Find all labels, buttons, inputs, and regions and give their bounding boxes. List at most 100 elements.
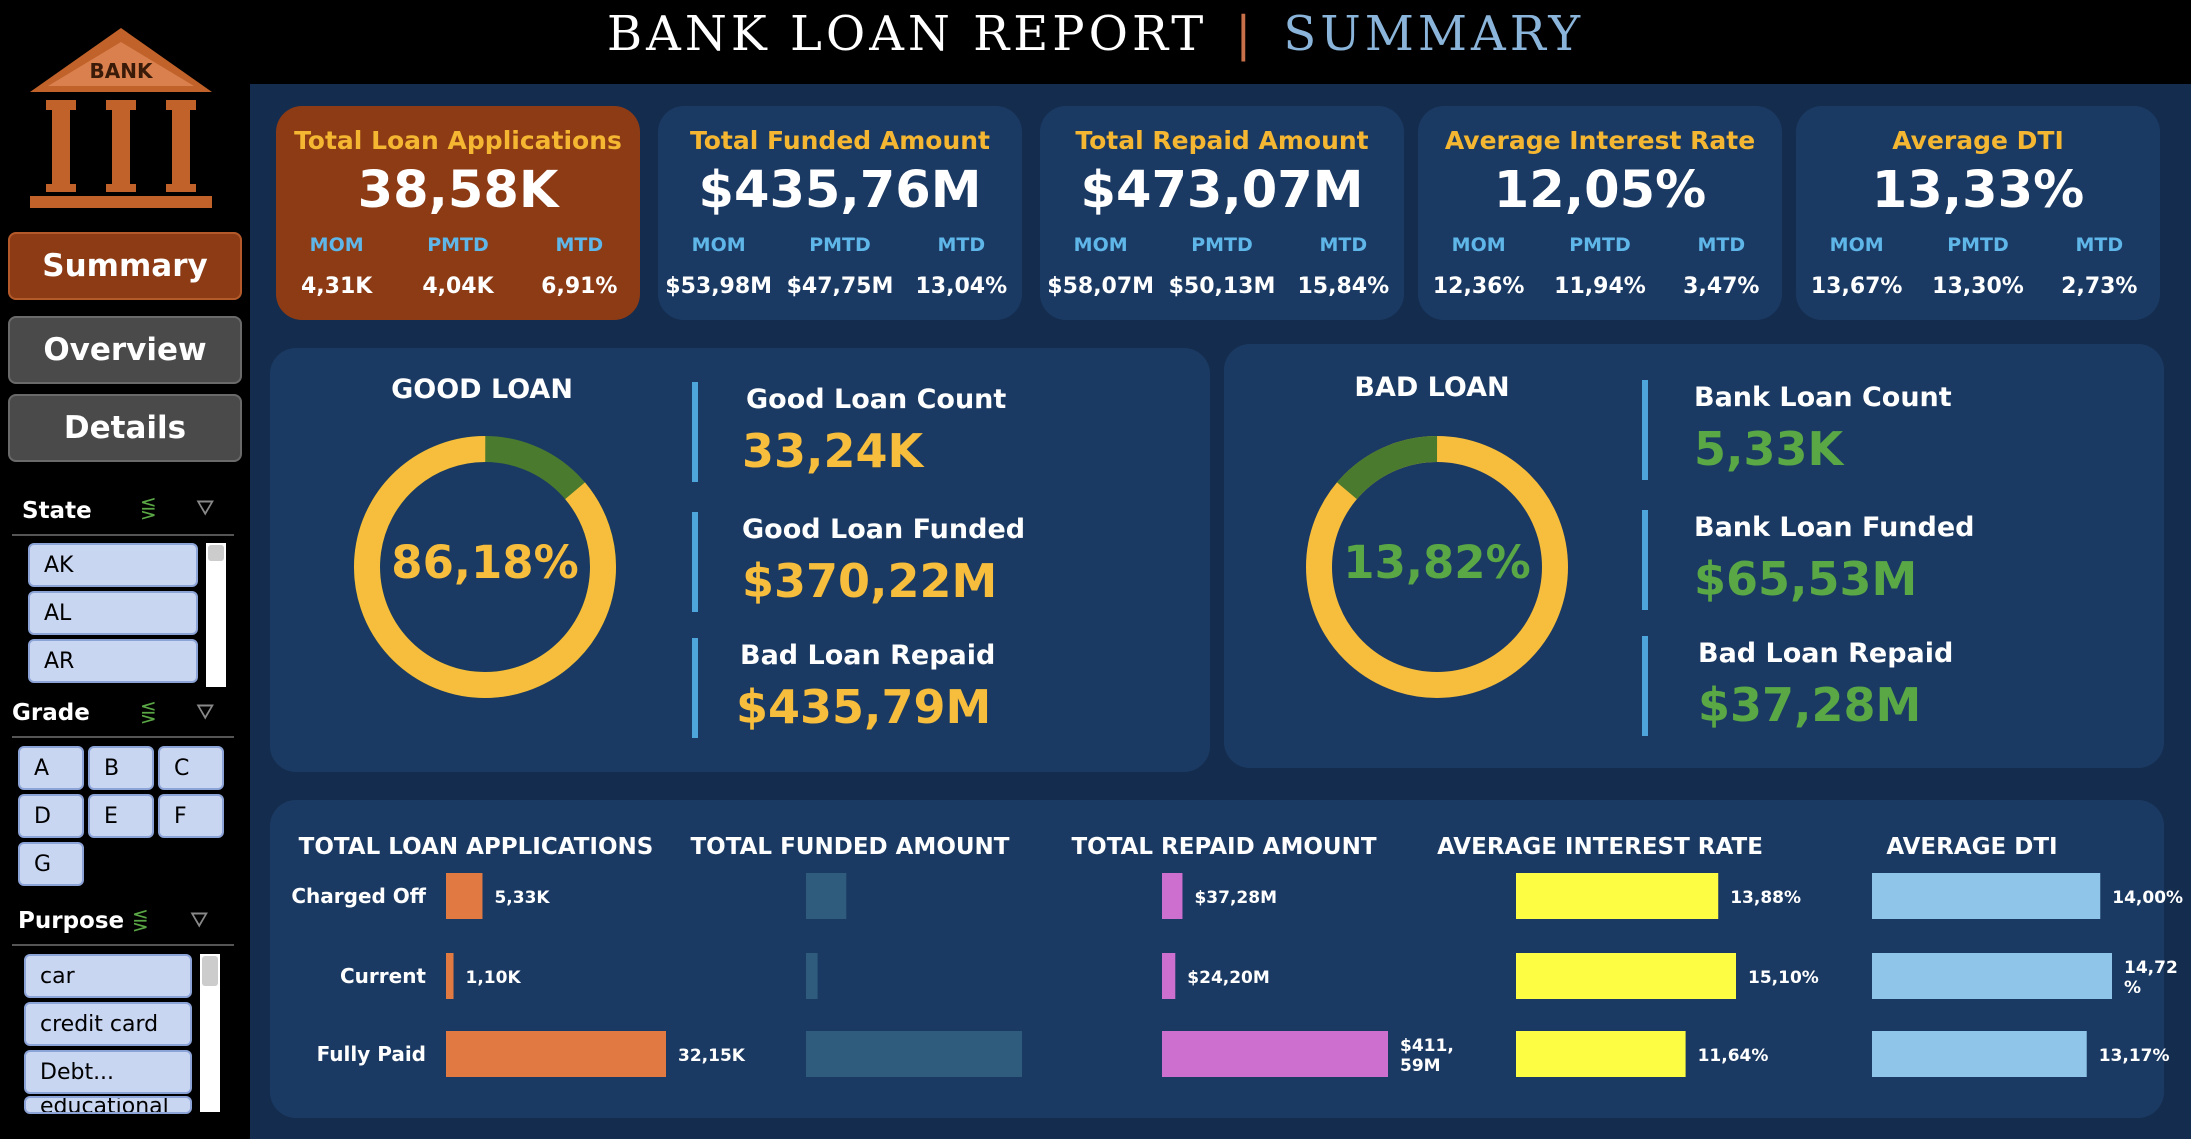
kpi-label-mom: MOM [691, 234, 746, 256]
kpi-value: 38,58K [357, 161, 559, 220]
kpi-value-mtd: 3,47% [1683, 274, 1760, 299]
purpose-filter-label: Purpose [18, 908, 125, 934]
metric-divider [1642, 510, 1648, 610]
purpose-item-car[interactable]: car [24, 954, 192, 998]
purpose-item-credit-card[interactable]: credit card [24, 1002, 192, 1046]
kpi-title: Total Loan Applications [294, 126, 622, 155]
kpi-title: Average Interest Rate [1444, 126, 1756, 155]
logo-text: BANK [90, 59, 154, 83]
metric-label: Good Loan Funded [742, 514, 1026, 545]
kpi-label-mtd: MTD [1697, 234, 1746, 256]
grade-item-a[interactable]: A [18, 746, 84, 790]
bad-loan-percent: 13,82% [1343, 536, 1531, 589]
kpi-value-pmtd: 4,04K [422, 274, 494, 299]
donut-value-arc [1306, 436, 1568, 698]
kpi-value: $473,07M [1080, 161, 1364, 220]
kpi-value: 13,33% [1871, 161, 2085, 220]
clear-filter-icon[interactable]: ⛛ [196, 496, 215, 521]
grade-item-c[interactable]: C [158, 746, 224, 790]
kpi-label-mtd: MTD [1319, 234, 1368, 256]
kpi-value-mom: 13,67% [1810, 274, 1903, 299]
clear-filter-icon[interactable]: ⛛ [190, 908, 209, 933]
kpi-card-repaid[interactable]: Total Repaid Amount $473,07M MOM PMTD MTD … [1040, 106, 1404, 320]
good-loan-title: GOOD LOAN [391, 374, 573, 405]
kpi-value-mtd: 2,73% [2061, 274, 2138, 299]
title-subtitle: SUMMARY [1283, 6, 1585, 62]
nav-overview-button[interactable]: Overview [8, 316, 242, 384]
purpose-scroll-thumb[interactable] [202, 956, 218, 986]
kpi-label-mtd: MTD [555, 234, 604, 256]
grade-divider [12, 736, 234, 738]
kpi-value-pmtd: 13,30% [1932, 274, 2024, 299]
grade-item-b[interactable]: B [88, 746, 154, 790]
metric-value: 5,33K [1694, 422, 1844, 476]
title-main: BANK LOAN REPORT [606, 6, 1208, 62]
multi-select-icon[interactable]: ⋚ [140, 496, 157, 520]
kpi-label-mom: MOM [1073, 234, 1128, 256]
metric-value: $65,53M [1694, 552, 1918, 606]
multi-select-icon[interactable]: ⋚ [140, 700, 157, 724]
metric-value: 33,24K [742, 424, 924, 478]
kpi-value-mom: 4,31K [301, 274, 373, 299]
grade-item-g[interactable]: G [18, 842, 84, 886]
kpi-value-mtd: 15,84% [1297, 274, 1390, 299]
kpi-label-pmtd: PMTD [809, 234, 871, 256]
kpi-card-applications[interactable]: Total Loan Applications 38,58K MOM PMTD MT… [276, 106, 640, 320]
kpi-card-interest[interactable]: Average Interest Rate 12,05% MOM PMTD MTD … [1418, 106, 1782, 320]
metric-divider [692, 638, 698, 738]
kpi-label-mom: MOM [1829, 234, 1884, 256]
grade-filter-label: Grade [12, 700, 90, 726]
purpose-scrollbar[interactable] [200, 954, 220, 1112]
kpi-label-pmtd: PMTD [427, 234, 489, 256]
kpi-label-mtd: MTD [2075, 234, 2124, 256]
good-loan-donut [354, 436, 616, 698]
state-item-ar[interactable]: AR [28, 639, 198, 683]
nav-details-button[interactable]: Details [8, 394, 242, 462]
state-item-ak[interactable]: AK [28, 543, 198, 587]
kpi-label-pmtd: PMTD [1569, 234, 1631, 256]
state-filter-label: State [22, 498, 92, 524]
kpi-label-pmtd: PMTD [1191, 234, 1253, 256]
kpi-value-mom: $58,07M [1047, 274, 1155, 299]
status-charts-panel [270, 800, 2164, 1118]
metric-value: $37,28M [1698, 678, 1922, 732]
kpi-title: Total Funded Amount [690, 126, 990, 155]
purpose-divider [12, 944, 234, 946]
metric-divider [692, 512, 698, 612]
clear-filter-icon[interactable]: ⛛ [196, 700, 215, 725]
grade-item-e[interactable]: E [88, 794, 154, 838]
metric-label: Good Loan Count [746, 384, 1007, 415]
kpi-value-mtd: 13,04% [915, 274, 1008, 299]
bad-loan-donut [1306, 436, 1568, 698]
metric-label: Bad Loan Repaid [740, 640, 996, 671]
nav-summary-button[interactable]: Summary [8, 232, 242, 300]
metric-label: Bad Loan Repaid [1698, 638, 1954, 669]
kpi-card-funded[interactable]: Total Funded Amount $435,76M MOM PMTD MTD … [658, 106, 1022, 320]
kpi-value-pmtd: $47,75M [786, 274, 894, 299]
state-scrollbar[interactable] [206, 543, 226, 687]
grade-item-d[interactable]: D [18, 794, 84, 838]
bank-icon: BANK [30, 28, 212, 208]
metric-label: Bank Loan Funded [1694, 512, 1975, 543]
kpi-value-pmtd: 11,94% [1554, 274, 1646, 299]
good-loan-panel [270, 348, 1210, 772]
kpi-label-mom: MOM [309, 234, 364, 256]
kpi-title: Average DTI [1892, 126, 2064, 155]
kpi-label-mom: MOM [1451, 234, 1506, 256]
kpi-value: 12,05% [1493, 161, 1707, 220]
purpose-item-debt[interactable]: Debt... [24, 1050, 192, 1094]
grade-item-f[interactable]: F [158, 794, 224, 838]
multi-select-icon[interactable]: ⋚ [132, 908, 149, 932]
state-scroll-thumb[interactable] [208, 545, 224, 561]
metric-label: Bank Loan Count [1694, 382, 1952, 413]
title-separator: | [1235, 6, 1256, 62]
good-loan-percent: 86,18% [391, 536, 579, 589]
bad-loan-panel [1224, 344, 2164, 768]
purpose-item-educational[interactable]: educational [24, 1096, 192, 1114]
kpi-value: $435,76M [698, 161, 982, 220]
bank-logo: BANK [26, 24, 216, 210]
metric-divider [692, 382, 698, 482]
kpi-card-dti[interactable]: Average DTI 13,33% MOM PMTD MTD 13,67% 13,3… [1796, 106, 2160, 320]
metric-value: $435,79M [736, 680, 992, 734]
state-item-al[interactable]: AL [28, 591, 198, 635]
